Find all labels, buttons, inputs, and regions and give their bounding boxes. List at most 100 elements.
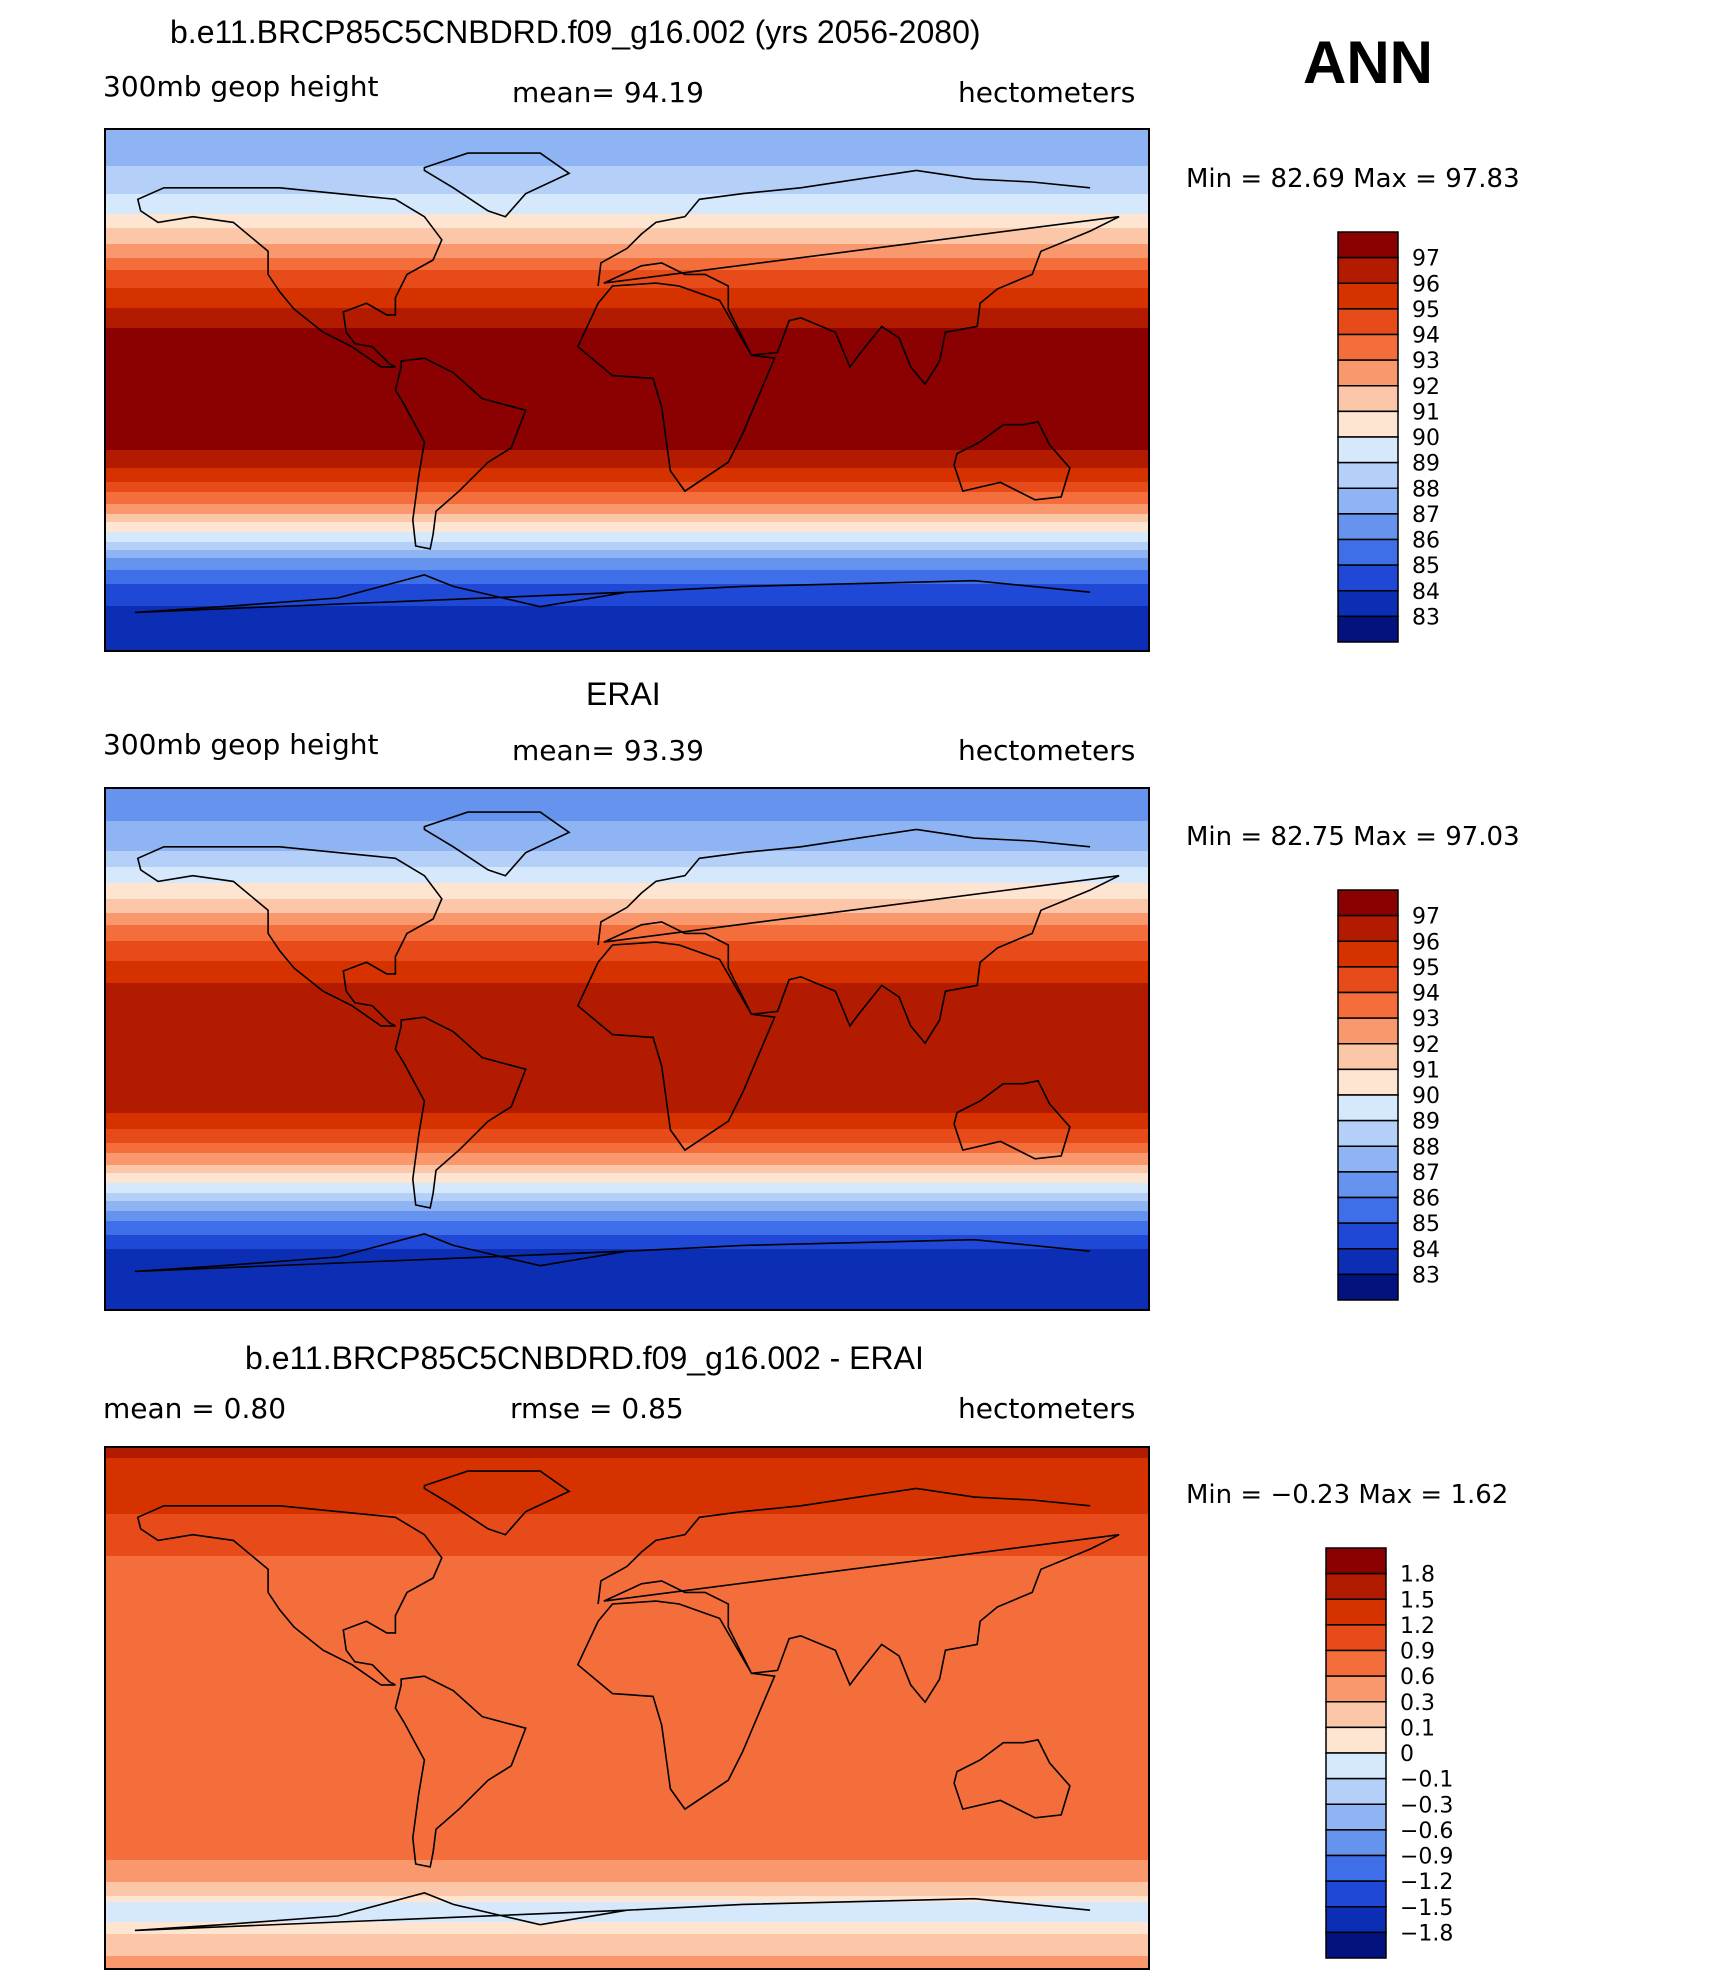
band-row xyxy=(106,352,1148,355)
band-row xyxy=(106,1462,1148,1465)
band-row xyxy=(106,1031,1148,1034)
band-row xyxy=(106,1852,1148,1855)
colorbar-label: 95 xyxy=(1412,298,1440,323)
band-row xyxy=(106,392,1148,395)
band-row xyxy=(106,468,1148,471)
band-row xyxy=(106,1131,1148,1134)
band-row xyxy=(106,827,1148,830)
band-row xyxy=(106,608,1148,611)
band-row xyxy=(106,933,1148,936)
band-row xyxy=(106,1456,1148,1459)
band-row xyxy=(106,202,1148,205)
band-row xyxy=(106,1065,1148,1068)
band-row xyxy=(106,1079,1148,1082)
band-row xyxy=(106,644,1148,647)
band-row xyxy=(106,1938,1148,1941)
band-row xyxy=(106,260,1148,263)
band-row xyxy=(106,1502,1148,1505)
band-row xyxy=(106,542,1148,545)
band-row xyxy=(106,1830,1148,1833)
band-row xyxy=(106,1824,1148,1827)
band-row xyxy=(106,1754,1148,1757)
band-row xyxy=(106,1139,1148,1142)
band-row xyxy=(106,1902,1148,1905)
band-row xyxy=(106,168,1148,171)
band-row xyxy=(106,1690,1148,1693)
band-row xyxy=(106,318,1148,321)
band-row xyxy=(106,1075,1148,1078)
band-row xyxy=(106,538,1148,541)
band-row xyxy=(106,847,1148,850)
colorbar-label: 83 xyxy=(1412,1263,1440,1288)
band-row xyxy=(106,184,1148,187)
band-row xyxy=(106,1530,1148,1533)
band-row xyxy=(106,1255,1148,1258)
band-row xyxy=(106,276,1148,279)
band-row xyxy=(106,618,1148,621)
band-row xyxy=(106,1123,1148,1126)
band-row xyxy=(106,632,1148,635)
band-row xyxy=(106,957,1148,960)
colorbar-box xyxy=(1337,1017,1399,1045)
band-row xyxy=(106,430,1148,433)
colorbar-label: 0.1 xyxy=(1400,1716,1435,1741)
band-row xyxy=(106,1135,1148,1138)
band-row xyxy=(106,1756,1148,1759)
colorbar-label: 85 xyxy=(1412,1212,1440,1237)
band-row xyxy=(106,1524,1148,1527)
band-row xyxy=(106,1486,1148,1489)
band-row xyxy=(106,995,1148,998)
band-row xyxy=(106,198,1148,201)
colorbar-label: 87 xyxy=(1412,503,1440,528)
panel-diff-minmax: Min = −0.23 Max = 1.62 xyxy=(1186,1480,1509,1510)
band-row xyxy=(106,518,1148,521)
panel-obs-map-svg xyxy=(106,789,1148,1309)
band-row xyxy=(106,1077,1148,1080)
band-row xyxy=(106,232,1148,235)
band-row xyxy=(106,1149,1148,1152)
band-row xyxy=(106,1716,1148,1719)
band-row xyxy=(106,1580,1148,1583)
band-row xyxy=(106,594,1148,597)
band-row xyxy=(106,1269,1148,1272)
band-row xyxy=(106,1452,1148,1455)
band-row xyxy=(106,1914,1148,1917)
band-row xyxy=(106,1816,1148,1819)
band-row xyxy=(106,136,1148,139)
band-row xyxy=(106,1087,1148,1090)
band-row xyxy=(106,1860,1148,1863)
band-row xyxy=(106,1806,1148,1809)
band-row xyxy=(106,825,1148,828)
band-row xyxy=(106,1708,1148,1711)
band-row xyxy=(106,925,1148,928)
band-row xyxy=(106,534,1148,537)
band-row xyxy=(106,1826,1148,1829)
band-row xyxy=(106,1095,1148,1098)
band-row xyxy=(106,959,1148,962)
band-row xyxy=(106,148,1148,151)
band-row xyxy=(106,1594,1148,1597)
band-row xyxy=(106,548,1148,551)
band-row xyxy=(106,1640,1148,1643)
band-row xyxy=(106,1584,1148,1587)
colorbar-box xyxy=(1337,461,1399,489)
band-row xyxy=(106,997,1148,1000)
band-row xyxy=(106,1688,1148,1691)
band-row xyxy=(106,1207,1148,1210)
band-row xyxy=(106,1514,1148,1517)
band-row xyxy=(106,1552,1148,1555)
band-row xyxy=(106,1191,1148,1194)
colorbar-label: −0.1 xyxy=(1400,1768,1453,1793)
band-row xyxy=(106,326,1148,329)
panel-diff-map-svg xyxy=(106,1448,1148,1968)
band-row xyxy=(106,1936,1148,1939)
band-row xyxy=(106,1604,1148,1607)
band-row xyxy=(106,1696,1148,1699)
band-row xyxy=(106,258,1148,261)
band-row xyxy=(106,1125,1148,1128)
band-row xyxy=(106,947,1148,950)
band-row xyxy=(106,1910,1148,1913)
panel-model-minmax: Min = 82.69 Max = 97.83 xyxy=(1186,164,1520,194)
band-row xyxy=(106,512,1148,515)
band-row xyxy=(106,883,1148,886)
